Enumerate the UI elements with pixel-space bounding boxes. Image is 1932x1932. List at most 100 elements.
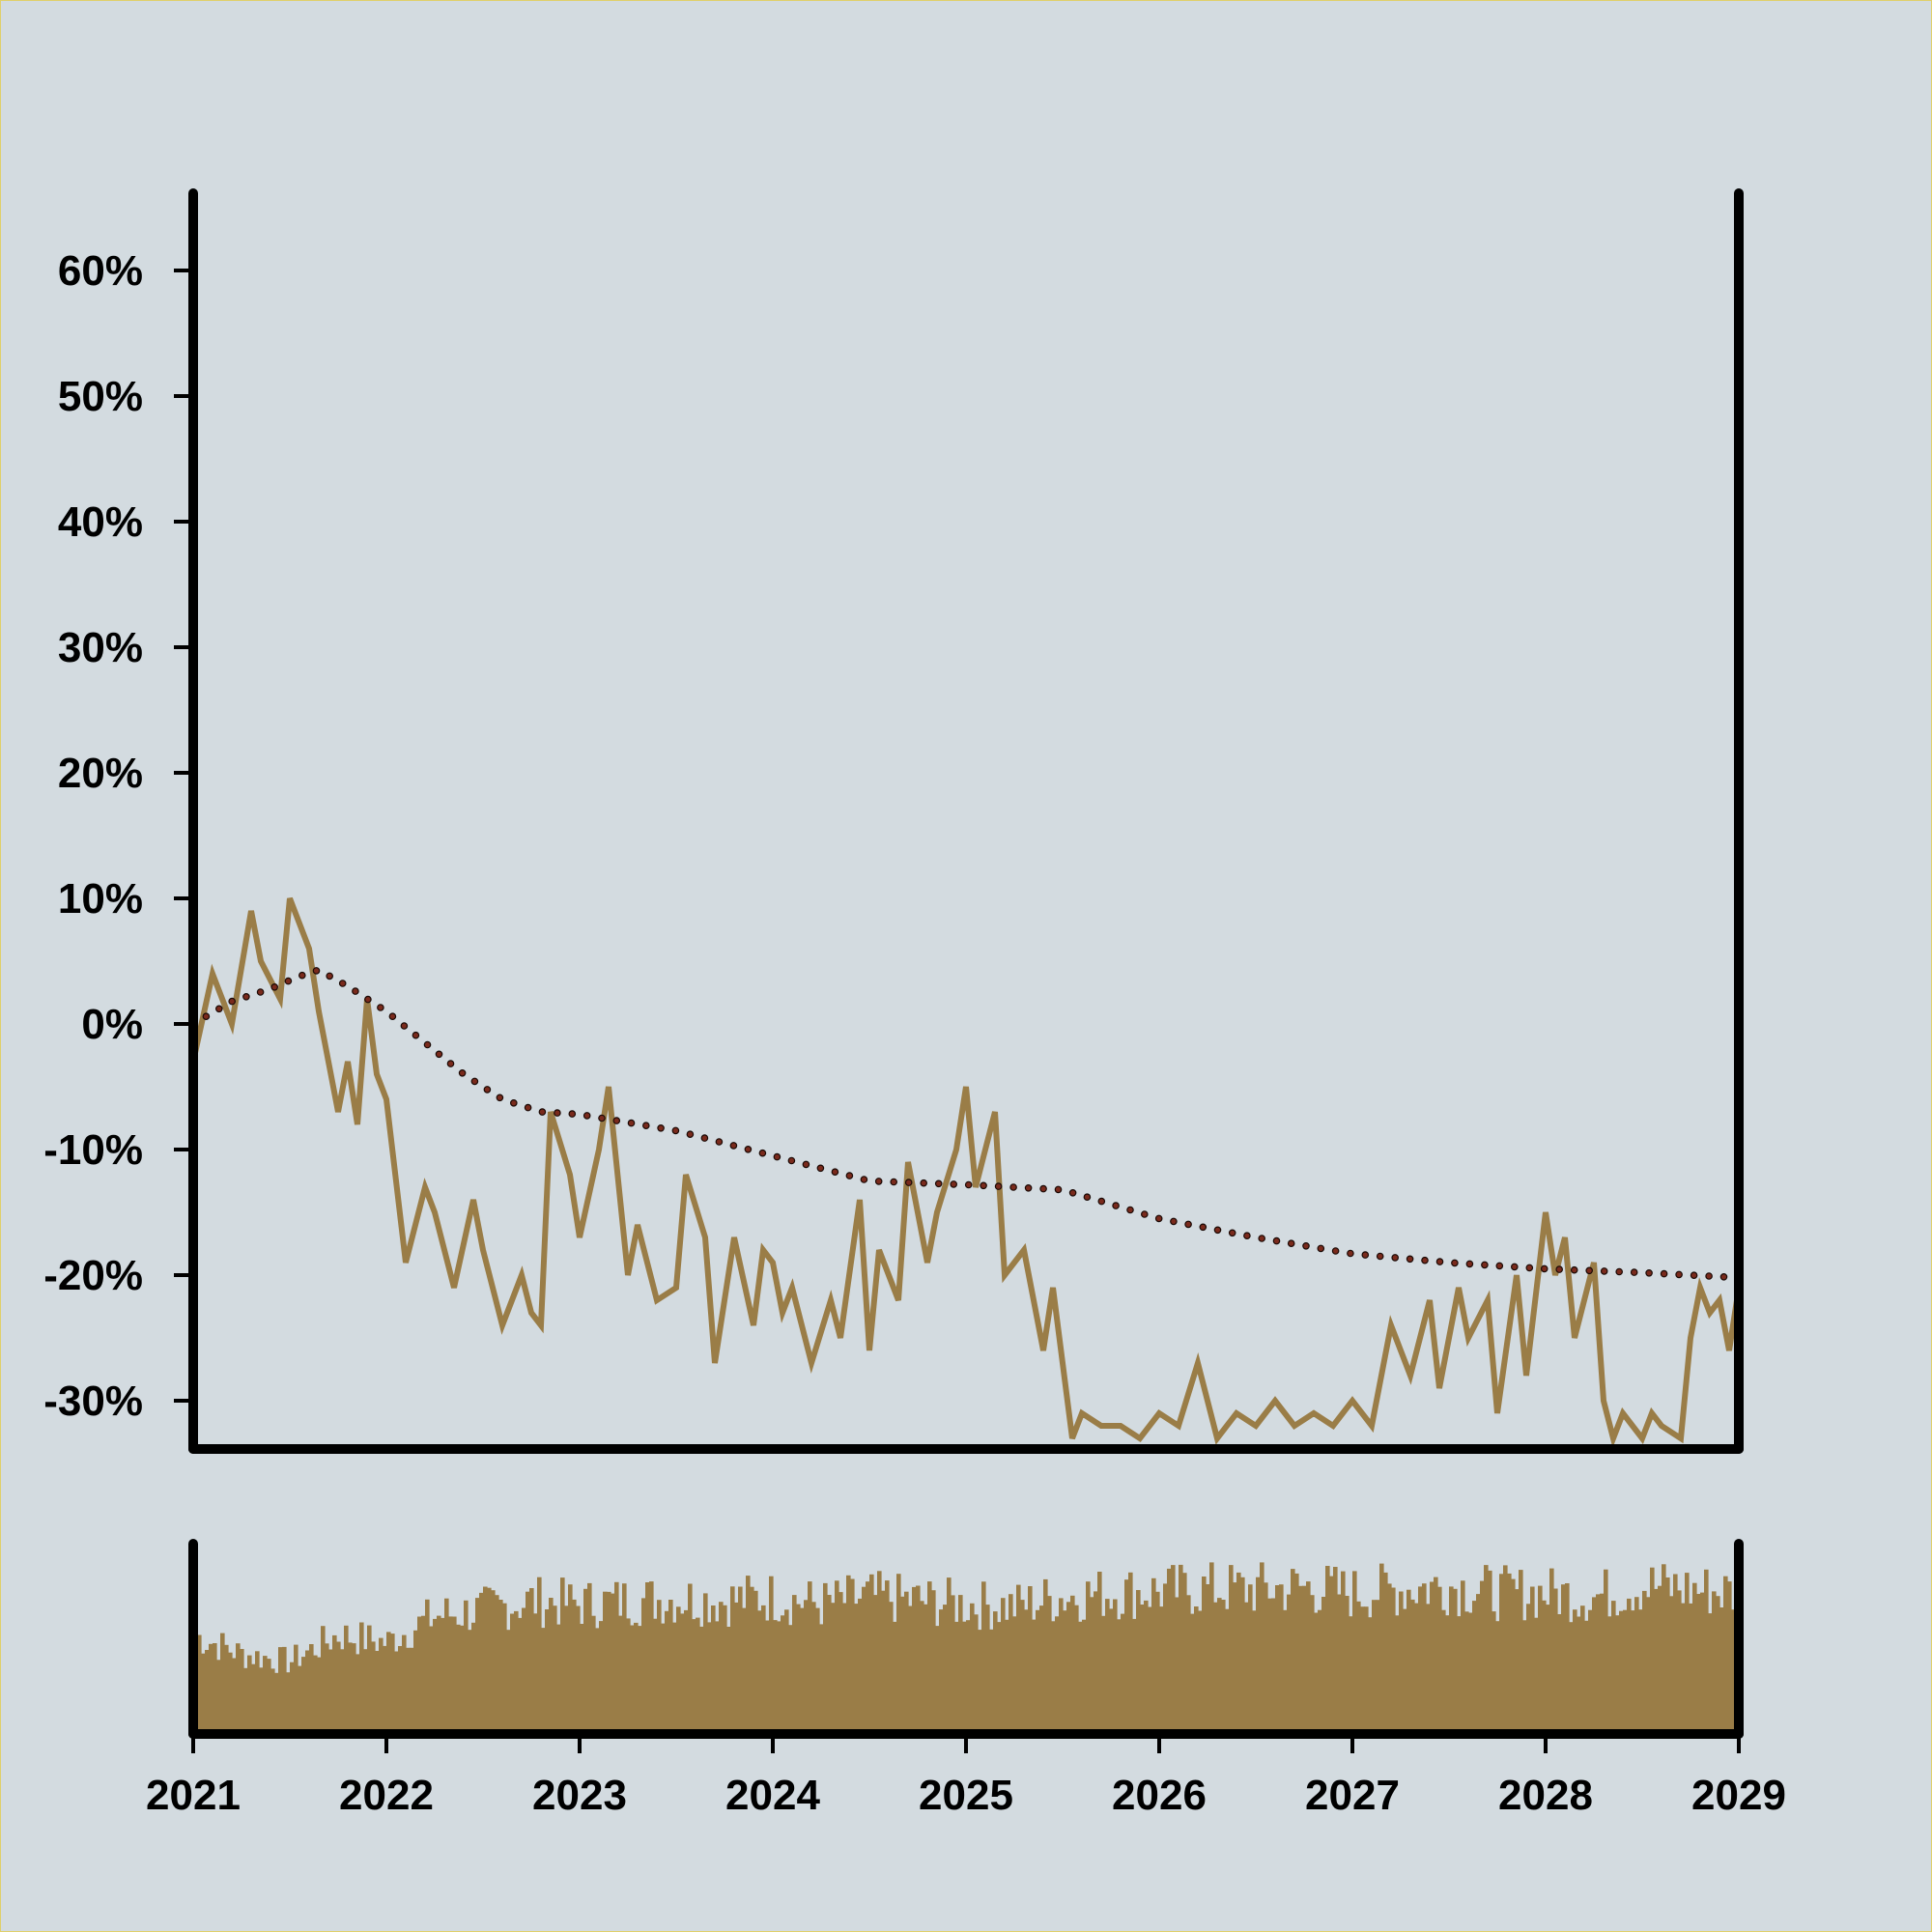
trend-dot (568, 1110, 577, 1118)
volume-bar (348, 1642, 353, 1734)
volume-bar (263, 1656, 268, 1734)
volume-bar (1225, 1608, 1230, 1734)
trend-dot (1495, 1262, 1504, 1270)
volume-bar (684, 1609, 689, 1734)
volume-bar (371, 1641, 376, 1734)
volume-bar (1654, 1588, 1659, 1734)
volume-bar (498, 1600, 503, 1734)
volume-bar (676, 1606, 681, 1734)
trend-dot (641, 1122, 650, 1130)
volume-bar (1553, 1588, 1558, 1734)
trend-dot (1287, 1239, 1295, 1248)
volume-bar (1395, 1615, 1400, 1734)
trend-dot (1570, 1265, 1578, 1274)
trend-dot (934, 1179, 943, 1188)
volume-bar (939, 1609, 944, 1734)
x-tick-label: 2024 (725, 1772, 820, 1819)
volume-bar (1117, 1619, 1122, 1734)
trend-dot (920, 1179, 928, 1187)
volume-bar (1070, 1595, 1075, 1734)
volume-bar (873, 1595, 878, 1734)
volume-bar (568, 1584, 573, 1734)
volume-bar (993, 1611, 998, 1734)
volume-bar (1333, 1567, 1338, 1734)
volume-bar (866, 1581, 870, 1734)
volume-bar (819, 1624, 824, 1734)
volume-bar (1580, 1605, 1585, 1734)
volume-bar (1391, 1587, 1396, 1734)
volume-bar (1716, 1596, 1720, 1734)
volume-bar (247, 1655, 252, 1734)
volume-bar (622, 1583, 627, 1734)
volume-bar (815, 1607, 820, 1734)
volume-bar (1414, 1603, 1419, 1734)
volume-bar (1434, 1577, 1438, 1734)
volume-bar (468, 1630, 472, 1734)
volume-bar (518, 1617, 523, 1734)
volume-bar (962, 1621, 967, 1734)
volume-bar (1418, 1586, 1423, 1734)
volume-bar (429, 1626, 434, 1734)
trend-dot (524, 1103, 532, 1112)
price-line (190, 896, 1742, 1448)
volume-bar (240, 1649, 244, 1734)
trend-dot (1585, 1266, 1594, 1275)
trend-dot (1126, 1206, 1134, 1214)
volume-bar (1213, 1602, 1218, 1734)
volume-bar (471, 1622, 476, 1734)
trend-dot (773, 1152, 781, 1161)
y-tick-label: -20% (43, 1252, 143, 1299)
trend-dot (671, 1126, 680, 1135)
trend-dot (1184, 1220, 1192, 1229)
volume-bar (583, 1588, 588, 1734)
volume-bar (379, 1637, 384, 1734)
trend-dot (950, 1180, 958, 1188)
volume-bar (1148, 1606, 1152, 1734)
volume-bar (1009, 1594, 1013, 1734)
volume-bar (692, 1619, 696, 1734)
volume-bar (282, 1646, 287, 1734)
y-tick-label: 60% (58, 247, 143, 295)
volume-bar (804, 1600, 809, 1734)
volume-bar (1264, 1582, 1268, 1734)
trend-dot (890, 1178, 898, 1186)
volume-bar (251, 1663, 256, 1734)
trend-dot (598, 1114, 606, 1122)
volume-bar (363, 1649, 368, 1734)
volume-bar (220, 1633, 225, 1734)
volume-bar (657, 1600, 662, 1734)
trend-dot (1600, 1267, 1608, 1275)
trend-dot (1361, 1251, 1370, 1259)
volume-bar (703, 1593, 708, 1734)
volume-bar (1441, 1609, 1446, 1734)
volume-bar (1615, 1615, 1620, 1734)
volume-bar (1302, 1585, 1307, 1734)
trend-dot (612, 1117, 621, 1124)
volume-bar (1298, 1585, 1303, 1734)
y-tick-label: 50% (58, 373, 143, 420)
volume-bar (1426, 1604, 1431, 1734)
volume-bar (1627, 1598, 1632, 1734)
trend-dot (1258, 1235, 1266, 1242)
volume-bar (1221, 1600, 1226, 1734)
volume-bar (1055, 1616, 1060, 1734)
volume-bar (560, 1577, 565, 1734)
y-tick-label: -30% (43, 1378, 143, 1425)
x-tick-label: 2023 (532, 1772, 627, 1819)
volume-bar (1132, 1618, 1137, 1734)
volume-bar (1430, 1581, 1435, 1734)
volume-bar (1260, 1562, 1264, 1734)
volume-bar (1689, 1603, 1693, 1734)
volume-bar (243, 1667, 248, 1734)
trend-dot (686, 1130, 695, 1139)
volume-bar (1136, 1590, 1141, 1734)
x-tick-label: 2029 (1691, 1772, 1786, 1819)
volume-bar (1059, 1598, 1064, 1734)
trend-dot (1317, 1244, 1325, 1253)
volume-bar (1461, 1580, 1465, 1734)
volume-bar (325, 1643, 329, 1734)
volume-bar (1573, 1609, 1577, 1734)
volume-bar (487, 1587, 492, 1734)
volume-bar (607, 1591, 611, 1734)
